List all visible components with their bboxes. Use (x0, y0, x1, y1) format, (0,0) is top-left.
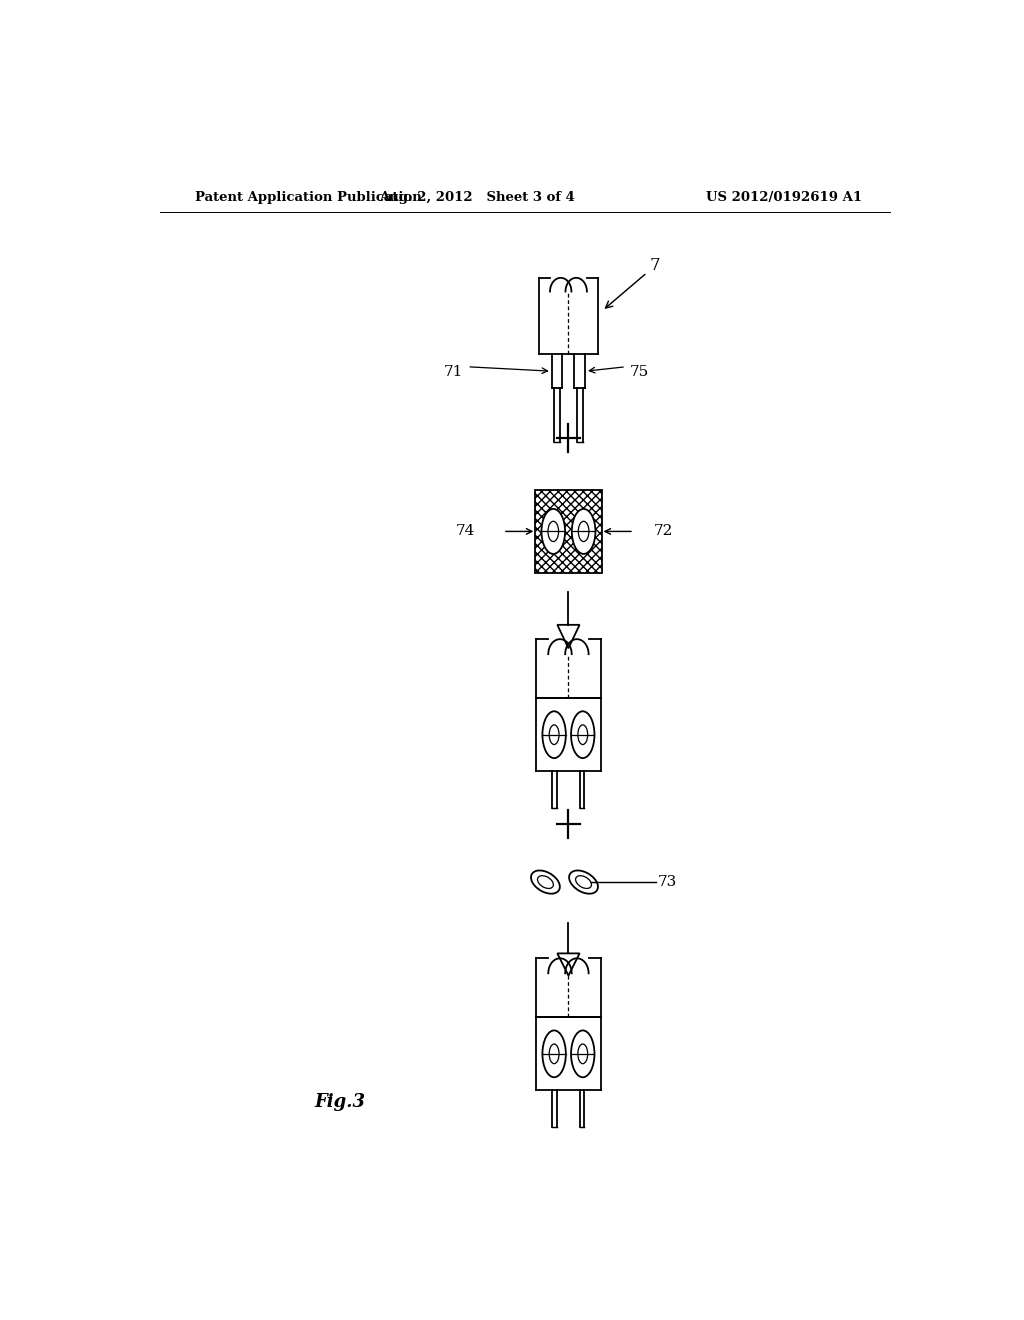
Ellipse shape (579, 521, 589, 541)
Ellipse shape (548, 521, 558, 541)
Text: 72: 72 (653, 524, 673, 539)
Ellipse shape (578, 725, 588, 744)
Ellipse shape (571, 1031, 595, 1077)
Ellipse shape (542, 510, 565, 554)
Ellipse shape (543, 711, 566, 758)
Ellipse shape (543, 1031, 566, 1077)
Text: Patent Application Publication: Patent Application Publication (196, 190, 422, 203)
Text: Fig.3: Fig.3 (314, 1093, 366, 1110)
Ellipse shape (569, 870, 598, 894)
Ellipse shape (538, 875, 553, 888)
Text: 73: 73 (658, 875, 677, 890)
Ellipse shape (549, 1044, 559, 1064)
Text: 74: 74 (456, 524, 475, 539)
Ellipse shape (549, 725, 559, 744)
Ellipse shape (531, 870, 560, 894)
Ellipse shape (578, 1044, 588, 1064)
Bar (535, 490, 602, 573)
Ellipse shape (571, 510, 595, 554)
Text: 75: 75 (630, 364, 649, 379)
Ellipse shape (571, 711, 595, 758)
Text: 7: 7 (605, 257, 660, 308)
Ellipse shape (575, 875, 592, 888)
Text: 71: 71 (444, 364, 463, 379)
Text: Aug. 2, 2012   Sheet 3 of 4: Aug. 2, 2012 Sheet 3 of 4 (379, 190, 575, 203)
Text: US 2012/0192619 A1: US 2012/0192619 A1 (706, 190, 862, 203)
